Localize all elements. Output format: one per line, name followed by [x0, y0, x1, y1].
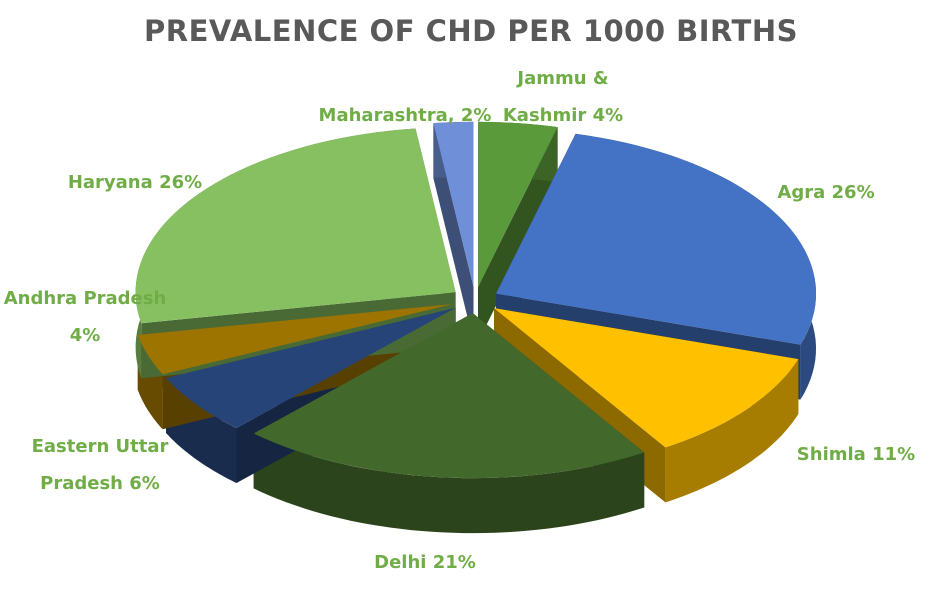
- label-value: 6%: [129, 473, 160, 494]
- pie-slice: [433, 121, 474, 287]
- label-category: Jammu & Kashmir: [502, 68, 609, 126]
- chart-title: PREVALENCE OF CHD PER 1000 BIRTHS: [143, 14, 798, 48]
- data-label: Haryana 26%: [50, 164, 220, 201]
- pie-slice: [493, 308, 799, 448]
- data-label: Shimla 11%: [781, 436, 931, 473]
- data-label: Agra 26%: [751, 174, 901, 211]
- data-label: Eastern Uttar Pradesh 6%: [25, 428, 175, 502]
- pie-slice: [137, 304, 453, 375]
- pie-slice: [253, 313, 645, 479]
- data-label: Delhi 21%: [350, 544, 500, 581]
- slice-side: [433, 123, 474, 342]
- data-label: Maharashtra, 2%: [310, 97, 500, 134]
- label-category: Shimla: [796, 444, 866, 465]
- label-category: Haryana: [67, 172, 153, 193]
- label-value: 4%: [592, 105, 624, 126]
- label-value: 11%: [872, 444, 916, 465]
- pie-slice: [478, 121, 558, 287]
- slice-side: [253, 433, 645, 534]
- label-category: Agra: [777, 182, 826, 203]
- label-category: Maharashtra,: [318, 105, 455, 126]
- label-category: Andhra Pradesh: [3, 288, 167, 309]
- label-value: 21%: [432, 552, 476, 573]
- pie-slice: [135, 128, 456, 324]
- data-label: Jammu & Kashmir 4%: [493, 60, 633, 134]
- data-label: Andhra Pradesh 4%: [0, 280, 173, 354]
- label-value: 4%: [69, 325, 101, 346]
- pie-slice: [166, 307, 456, 429]
- pie-slice: [496, 133, 817, 345]
- label-category: Delhi: [374, 552, 427, 573]
- label-category: Eastern Uttar Pradesh: [31, 436, 169, 494]
- label-value: 26%: [159, 172, 203, 193]
- label-value: 26%: [831, 182, 875, 203]
- label-value: 2%: [460, 105, 492, 126]
- slice-side: [665, 359, 799, 503]
- slice-side: [478, 127, 558, 342]
